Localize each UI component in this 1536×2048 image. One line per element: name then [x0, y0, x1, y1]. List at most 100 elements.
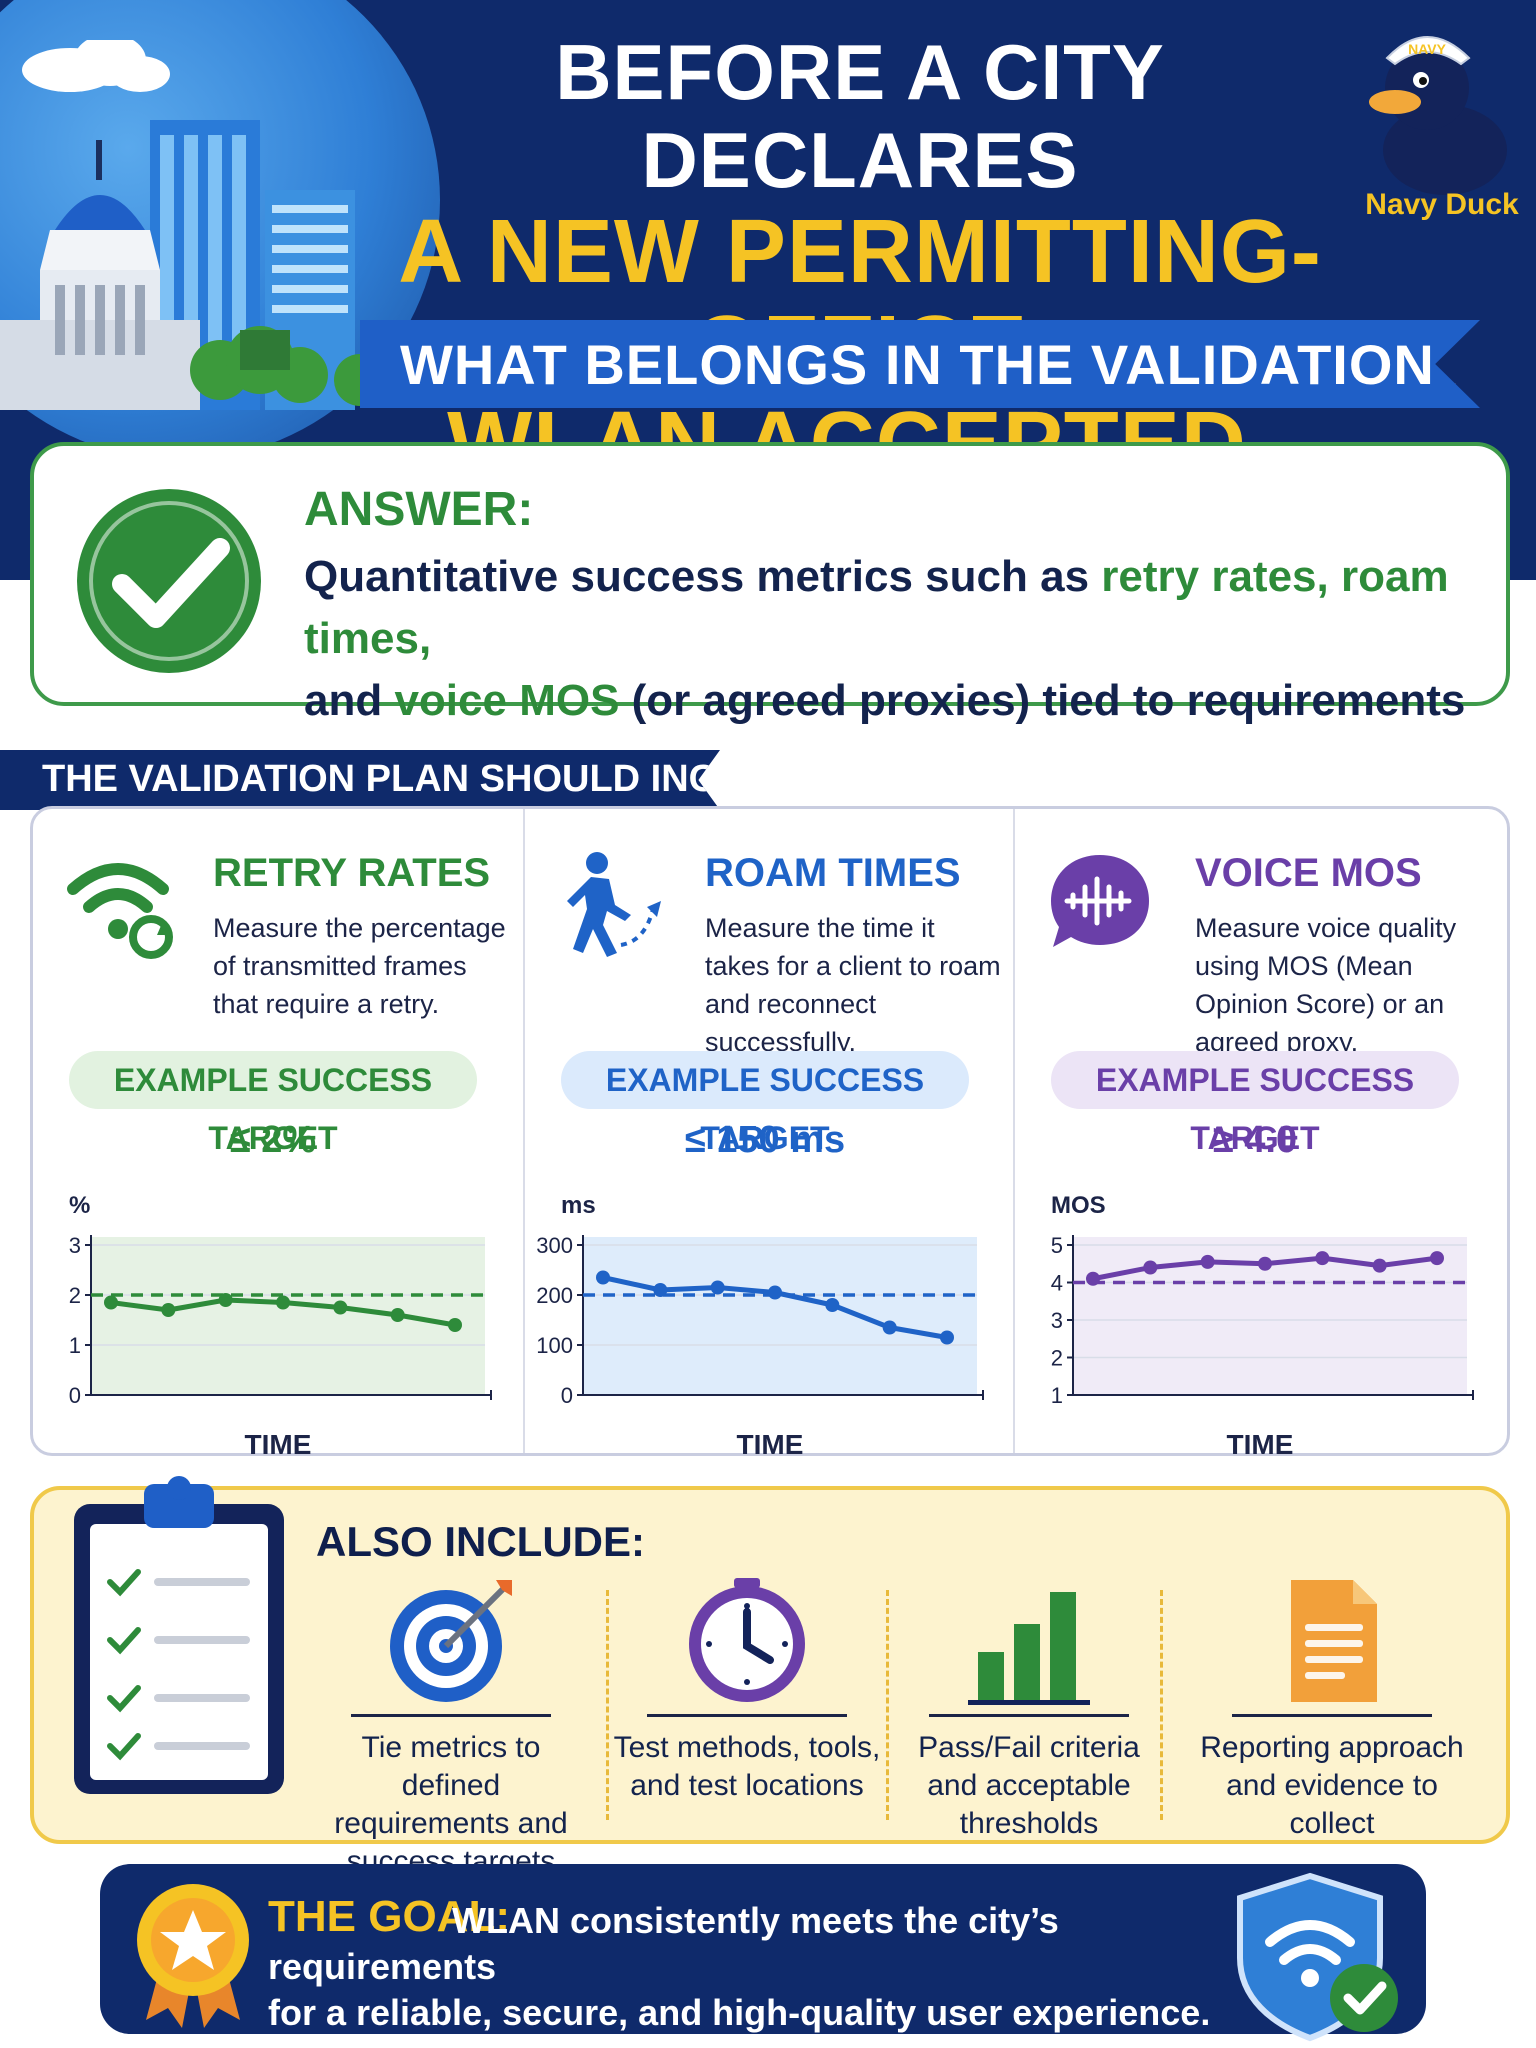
x-axis-label: TIME [736, 1429, 804, 1460]
y-tick-label: 2 [1051, 1346, 1063, 1371]
x-axis-label: TIME [244, 1429, 312, 1460]
data-point [653, 1283, 668, 1297]
subtitle: WHAT BELONGS IN THE VALIDATION PLAN? [400, 333, 1536, 396]
data-point [1315, 1251, 1330, 1266]
retry-rate-chart: % 0 1 2 3 [69, 1192, 492, 1408]
data-point [161, 1303, 176, 1317]
data-point [1200, 1254, 1215, 1269]
voice-mos-chart: MOS 1 2 3 4 5 [1051, 1192, 1474, 1408]
answer-text: Quantitative success metrics such as ret… [304, 546, 1494, 732]
dashed-separator [886, 1590, 889, 1820]
also-item-text: Test methods, tools, and test locations [613, 1731, 881, 1802]
success-target-value: ≤ 2% [229, 1119, 317, 1161]
city-hall-illustration [0, 40, 386, 410]
y-tick-label: 1 [69, 1333, 81, 1358]
navy-duck-mascot-icon: NAVY [1369, 36, 1507, 195]
document-icon [1291, 1580, 1377, 1702]
y-tick-label: 300 [536, 1233, 573, 1258]
plot-area [91, 1237, 485, 1395]
also-item-text: Reporting approach and evidence to colle… [1200, 1731, 1464, 1840]
y-axis-label: MOS [1051, 1192, 1106, 1219]
wifi-shield-icon [1237, 1872, 1398, 2042]
also-item-test-methods: Test methods, tools, and test locations [612, 1576, 882, 1805]
section-title: THE VALIDATION PLAN SHOULD INCLUDE: [42, 758, 833, 800]
divider [647, 1714, 847, 1717]
metric-card-voice-mos: VOICE MOS Measure voice quality using MO… [1013, 809, 1503, 1460]
goal-text: WLAN consistently meets the city’s requi… [268, 1898, 1268, 2036]
data-point [333, 1300, 348, 1315]
data-point [1258, 1256, 1272, 1271]
answer-highlight: voice MOS [394, 676, 620, 725]
success-target-value: ≥ 4.0 [1212, 1119, 1298, 1161]
divider [1232, 1714, 1432, 1717]
also-item-text: Tie metrics to defined requirements and … [334, 1731, 568, 1878]
dashed-separator [1160, 1590, 1163, 1820]
goal-label: THE GOAL: [268, 1892, 510, 1941]
metrics-panel: RETRY RATES Measure the percentage of tr… [30, 806, 1510, 1460]
answer-highlight: retry rates, roam times, [304, 552, 1449, 663]
data-point [276, 1295, 290, 1310]
clock-icon [689, 1578, 805, 1702]
data-point [1086, 1271, 1100, 1286]
walking-person-icon [567, 852, 661, 957]
y-tick-label: 0 [561, 1383, 573, 1408]
x-axis-label: TIME [1226, 1429, 1294, 1460]
y-axis-label: ms [561, 1192, 596, 1219]
answer-box: ANSWER: Quantitative success metrics suc… [30, 442, 1510, 725]
metric-description: Measure the time it takes for a client t… [705, 913, 1001, 1057]
also-include-panel: ALSO INCLUDE: Tie metrics to defined req… [30, 1476, 1510, 1878]
plot-area [583, 1237, 977, 1395]
dashed-separator [606, 1590, 609, 1820]
also-item-text: Pass/Fail criteria and acceptable thresh… [918, 1731, 1140, 1840]
y-tick-label: 100 [536, 1333, 573, 1358]
clipboard-checklist-icon [74, 1476, 284, 1794]
data-point [825, 1298, 840, 1312]
data-point [448, 1318, 462, 1332]
goal-text-line: WLAN consistently meets the city’s requi… [268, 1900, 1059, 1987]
star-medal-icon [137, 1884, 249, 2028]
page-title: BEFORE A CITY DECLARES A NEW PERMITTING-… [380, 28, 1340, 492]
data-point [940, 1330, 954, 1345]
success-target-pill: EXAMPLE SUCCESS TARGET [69, 1051, 477, 1156]
metric-title: VOICE MOS [1195, 851, 1422, 895]
divider [929, 1714, 1129, 1717]
bar-chart-icon [968, 1592, 1090, 1705]
success-target-value: ≤ 150 ms [684, 1119, 846, 1161]
metric-description: Measure the percentage of transmitted fr… [213, 913, 506, 1019]
roam-time-chart: ms 0 100 200 300 [536, 1192, 984, 1408]
y-tick-label: 2 [69, 1283, 81, 1308]
answer-text-part: and [304, 676, 395, 725]
mascot-name: Navy Duck [1365, 188, 1519, 221]
answer-label: ANSWER: [304, 483, 534, 536]
section-header: THE VALIDATION PLAN SHOULD INCLUDE: [0, 750, 720, 810]
metric-title: ROAM TIMES [705, 851, 961, 895]
y-tick-label: 4 [1051, 1271, 1063, 1296]
metric-description: Measure voice quality using MOS (Mean Op… [1195, 913, 1457, 1057]
answer-text-part: Quantitative success metrics such as [304, 552, 1102, 601]
y-tick-label: 0 [69, 1383, 81, 1408]
y-tick-label: 3 [1051, 1308, 1063, 1333]
y-tick-label: 1 [1051, 1383, 1063, 1408]
title-line-1: BEFORE A CITY DECLARES [555, 28, 1165, 204]
data-point [1430, 1251, 1444, 1266]
voice-bubble-icon [1051, 855, 1149, 947]
success-target-pill: EXAMPLE SUCCESS TARGET [1051, 1051, 1459, 1156]
data-point [1143, 1260, 1158, 1275]
answer-text-part: (or agreed proxies) tied to requirements [619, 676, 1466, 725]
data-point [710, 1280, 725, 1295]
goal-banner: THE GOAL: WLAN consistently meets the ci… [100, 1864, 1426, 2042]
y-axis-label: % [69, 1192, 90, 1219]
also-item-pass-fail: Pass/Fail criteria and acceptable thresh… [894, 1576, 1164, 1843]
data-point [768, 1285, 782, 1300]
target-icon [390, 1580, 512, 1702]
goal-text-line: for a reliable, secure, and high-quality… [268, 1992, 1211, 2033]
divider [351, 1714, 551, 1717]
data-point [104, 1295, 118, 1310]
also-include-title: ALSO INCLUDE: [316, 1518, 645, 1565]
metric-card-retry-rates: RETRY RATES Measure the percentage of tr… [33, 809, 523, 1460]
data-point [882, 1320, 897, 1335]
y-tick-label: 200 [536, 1283, 573, 1308]
y-tick-label: 5 [1051, 1233, 1063, 1258]
data-point [218, 1293, 233, 1307]
data-point [390, 1308, 405, 1322]
